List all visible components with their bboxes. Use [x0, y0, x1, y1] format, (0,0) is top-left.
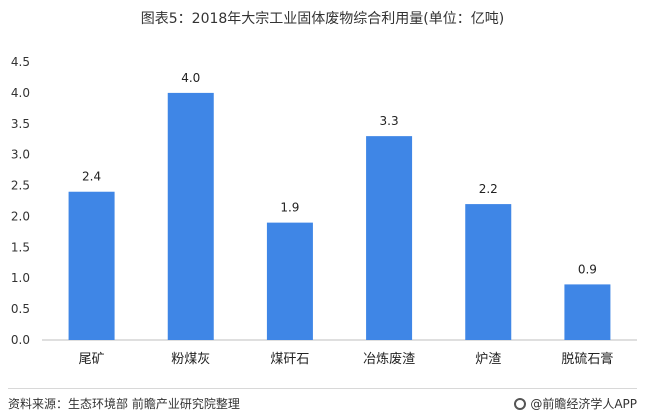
category-labels: 尾矿 粉煤灰 煤矸石 冶炼废渣 炉渣 脱硫石膏 — [79, 351, 614, 367]
y-tick-label: 4.0 — [11, 86, 30, 100]
y-tick-label: 1.0 — [11, 271, 30, 285]
data-label: 0.9 — [578, 262, 597, 276]
data-labels: 2.4 4.0 1.9 3.3 2.2 0.9 — [82, 71, 597, 277]
chart-title: 图表5：2018年大宗工业固体废物综合利用量(单位：亿吨) — [140, 11, 505, 27]
bar — [167, 92, 214, 340]
source-note: 资料来源：生态环境部 前瞻产业研究院整理 — [8, 397, 240, 411]
category-label: 尾矿 — [79, 352, 105, 367]
category-label: 粉煤灰 — [171, 352, 210, 367]
category-label: 煤矸石 — [270, 352, 309, 367]
data-label: 4.0 — [181, 71, 200, 85]
y-tick-label: 0.5 — [11, 302, 30, 316]
bar — [564, 284, 611, 340]
category-label: 冶炼废渣 — [363, 351, 415, 367]
y-tick-label: 3.0 — [11, 148, 30, 162]
bars-group — [68, 92, 611, 340]
bar — [266, 222, 313, 340]
category-label: 炉渣 — [475, 352, 501, 367]
data-label: 1.9 — [280, 201, 299, 215]
y-tick-label: 3.5 — [11, 117, 30, 131]
y-tick-label: 2.5 — [11, 179, 30, 193]
y-tick-label: 1.5 — [11, 240, 30, 254]
data-label: 2.4 — [82, 170, 101, 184]
y-axis-ticks: 0.0 0.5 1.0 1.5 2.0 2.5 3.0 3.5 4.0 4.5 — [11, 55, 30, 347]
qianzhan-logo-icon — [514, 397, 527, 410]
brand-text: @前瞻经济学人APP — [530, 397, 637, 411]
y-tick-label: 4.5 — [11, 55, 30, 69]
bar — [68, 191, 115, 340]
category-label: 脱硫石膏 — [561, 351, 613, 367]
data-label: 3.3 — [380, 114, 399, 128]
y-tick-label: 2.0 — [11, 209, 30, 223]
data-label: 2.2 — [479, 182, 498, 196]
brand-credit: @前瞻经济学人APP — [514, 395, 637, 412]
bar — [465, 204, 512, 340]
y-tick-label: 0.0 — [11, 333, 30, 347]
footer-divider — [8, 388, 637, 389]
bar — [366, 136, 413, 340]
